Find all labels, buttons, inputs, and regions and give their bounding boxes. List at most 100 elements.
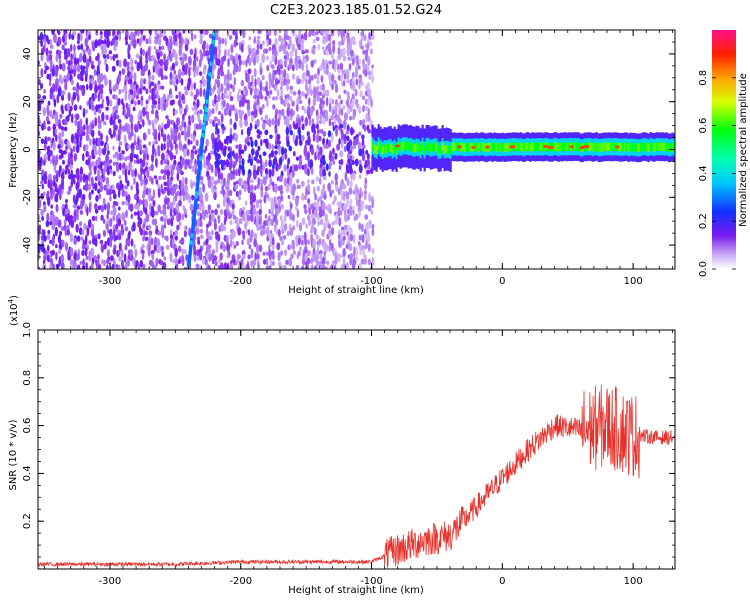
heatmap-cell xyxy=(144,177,148,186)
heatmap-cell xyxy=(256,169,260,176)
heatmap-cell xyxy=(40,53,44,62)
heatmap-cell xyxy=(195,263,200,269)
heatmap-cell xyxy=(226,82,231,91)
heatmap-cell xyxy=(226,110,230,116)
heatmap-cell xyxy=(353,247,356,258)
heatmap-cell xyxy=(199,212,202,222)
heatmap-band-cell xyxy=(525,142,528,151)
heatmap-cell xyxy=(132,106,136,112)
heatmap-cell xyxy=(86,227,90,236)
heatmap-cell xyxy=(97,188,101,194)
heatmap-cell xyxy=(260,167,263,177)
heatmap-band-cell xyxy=(533,142,536,152)
heatmap-cell xyxy=(358,159,362,166)
heatmap-band-cell xyxy=(381,146,384,155)
heatmap-cell xyxy=(125,209,128,219)
heatmap-cell xyxy=(174,41,178,47)
heatmap-cell xyxy=(94,116,98,127)
heatmap-cell xyxy=(135,144,140,151)
heatmap-cell xyxy=(49,210,54,217)
heatmap-cell xyxy=(192,181,196,187)
heatmap-cell xyxy=(89,169,93,176)
heatmap-cell xyxy=(74,119,78,127)
heatmap-cell xyxy=(342,30,346,38)
heatmap-streak-cell xyxy=(204,107,208,113)
heatmap-cell xyxy=(88,34,91,41)
heatmap-cell xyxy=(238,99,242,108)
heatmap-cell xyxy=(102,147,107,156)
heatmap-cell xyxy=(69,247,74,257)
heatmap-cell xyxy=(57,30,61,36)
heatmap-cell xyxy=(268,252,272,261)
heatmap-cell xyxy=(101,111,105,122)
heatmap-cell xyxy=(182,196,186,202)
heatmap-cell xyxy=(306,87,310,97)
heatmap-band-cell xyxy=(507,142,510,152)
heatmap-cell xyxy=(238,146,242,157)
y-tick-label: -40 xyxy=(22,237,33,253)
heatmap-cell xyxy=(197,239,201,245)
heatmap-cell xyxy=(190,91,194,97)
heatmap-cell xyxy=(303,204,307,210)
heatmap-cell xyxy=(276,133,281,141)
heatmap-cell xyxy=(277,251,281,262)
heatmap-cell xyxy=(342,247,346,258)
heatmap-cell xyxy=(313,201,317,206)
heatmap-cell xyxy=(301,134,305,142)
heatmap-cell xyxy=(216,159,221,167)
heatmap-cell xyxy=(68,109,72,117)
heatmap-cell xyxy=(223,138,227,145)
heatmap-band-cell xyxy=(499,143,502,152)
heatmap-cell xyxy=(150,237,154,246)
heatmap-cell xyxy=(211,142,215,150)
heatmap-cell xyxy=(228,161,232,171)
heatmap-cell xyxy=(291,43,296,53)
heatmap-cell xyxy=(208,235,213,241)
heatmap-cell xyxy=(245,228,248,234)
heatmap-cell xyxy=(38,198,42,209)
heatmap-cell xyxy=(272,104,276,110)
heatmap-cell xyxy=(205,238,209,246)
heatmap-cell xyxy=(251,82,255,92)
heatmap-cell xyxy=(338,102,341,111)
heatmap-cell xyxy=(79,203,83,210)
heatmap-cell xyxy=(169,79,174,86)
heatmap-cell xyxy=(38,266,41,269)
heatmap-cell xyxy=(207,179,212,189)
heatmap-cell xyxy=(102,167,106,177)
heatmap-cell xyxy=(307,183,310,193)
heatmap-cell xyxy=(116,30,119,36)
heatmap-cell xyxy=(169,152,174,161)
heatmap-cell xyxy=(256,225,261,231)
heatmap-cell xyxy=(157,83,161,91)
heatmap-cell xyxy=(153,45,157,51)
heatmap-cell xyxy=(226,253,230,259)
heatmap-cell xyxy=(331,189,335,194)
heatmap-cell xyxy=(38,252,41,261)
heatmap-band-cell xyxy=(431,143,434,152)
heatmap-cell xyxy=(371,30,374,35)
heatmap-cell xyxy=(51,30,55,36)
heatmap-cell xyxy=(328,208,333,215)
heatmap-cell xyxy=(196,203,200,210)
heatmap-cell xyxy=(174,247,178,258)
heatmap-cell xyxy=(300,192,305,202)
heatmap-cell xyxy=(160,73,164,81)
heatmap-cell xyxy=(81,87,86,97)
heatmap-band-cell xyxy=(477,143,480,152)
heatmap-cell xyxy=(298,94,302,101)
heatmap-cell xyxy=(40,169,45,178)
heatmap-cell xyxy=(305,82,308,92)
heatmap-cell xyxy=(352,82,356,92)
heatmap-cell xyxy=(291,163,296,173)
heatmap-cell xyxy=(361,233,365,243)
heatmap-cell xyxy=(73,138,77,145)
heatmap-cell xyxy=(112,53,116,62)
heatmap-cell xyxy=(351,36,356,41)
heatmap-cell xyxy=(163,142,166,151)
heatmap-cell xyxy=(214,94,217,102)
heatmap-peak xyxy=(511,145,517,149)
heatmap-cell xyxy=(286,167,291,178)
heatmap-cell xyxy=(58,53,62,60)
heatmap-cell xyxy=(184,132,188,142)
